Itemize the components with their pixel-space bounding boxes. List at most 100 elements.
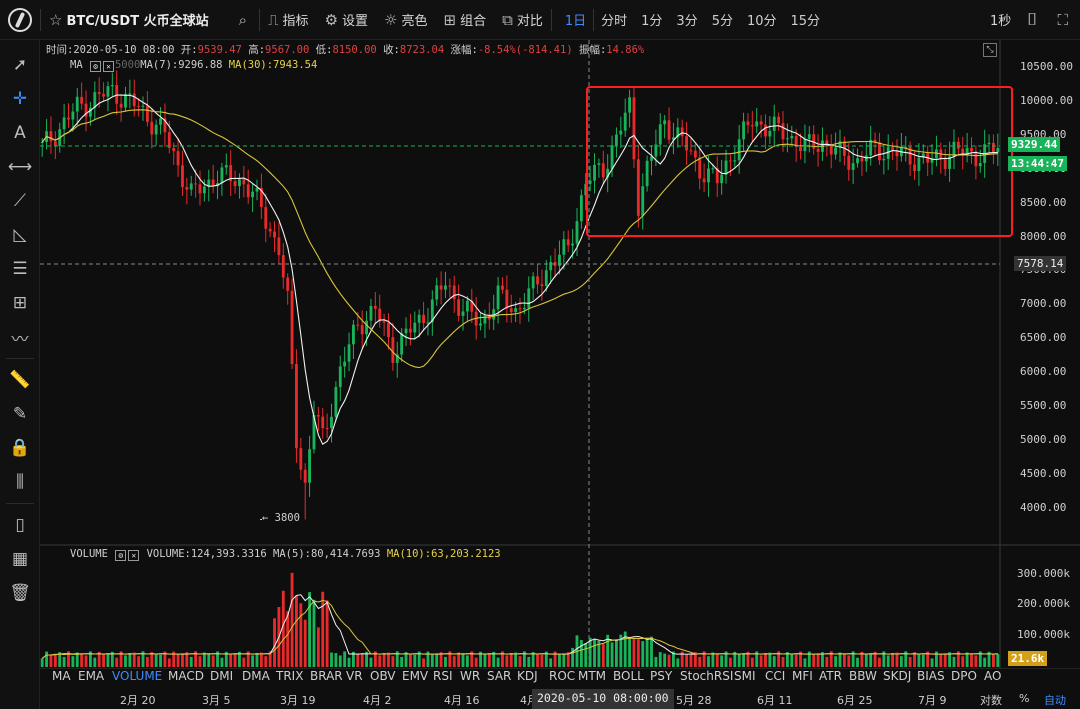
candle-body <box>382 321 386 323</box>
candle-body <box>584 183 588 196</box>
crosshair-tool[interactable]: ✛ <box>0 82 40 116</box>
close-label: 收: <box>383 44 400 56</box>
indicator-tab[interactable]: WR <box>460 669 481 683</box>
combo-button[interactable]: ⊞ 组合 <box>436 0 495 40</box>
candle-body <box>707 168 710 183</box>
indicator-tab[interactable]: VOLUME <box>112 669 163 683</box>
delete-tool[interactable]: 🗑 <box>0 576 40 610</box>
volume-bar <box>202 652 206 667</box>
screenshot-button[interactable]: ⌷ <box>1019 0 1049 40</box>
volume-settings-icon[interactable]: ⚙ <box>115 550 127 561</box>
percent-scale-button[interactable]: % <box>1019 692 1030 705</box>
theme-toggle-button[interactable]: ☼ 亮色 <box>376 0 435 40</box>
wave-tool[interactable]: 〰 <box>0 320 40 354</box>
symbol-search-button[interactable]: ⌕ <box>231 0 259 40</box>
candle-body <box>606 168 610 178</box>
rectangle-tool[interactable]: ⊞ <box>0 286 40 320</box>
camera-icon: ⌷ <box>1027 9 1038 30</box>
volume-close-icon[interactable]: ✕ <box>128 550 140 561</box>
date-axis[interactable]: 2月 20 3月 5 3月 19 4月 2 4月 16 4月 5月 28 6月 11 6月 25… <box>40 689 1080 709</box>
alert-tool[interactable]: ▦ <box>0 542 40 576</box>
candle-body <box>698 157 702 179</box>
chart-area[interactable]: 时间:2020-05-10 08:00 开:9539.47 高:9567.00 … <box>40 40 1080 709</box>
indicator-tab[interactable]: PSY <box>650 669 673 683</box>
volume-bar <box>492 651 496 667</box>
fullscreen-button[interactable]: ⛶ <box>1049 0 1080 40</box>
text-tool[interactable]: A <box>0 116 40 150</box>
indicator-tab[interactable]: ROC <box>549 669 576 683</box>
indicator-tab[interactable]: MFI <box>792 669 813 683</box>
interval-option[interactable]: 10分 <box>746 14 777 29</box>
volume-bar <box>983 657 987 667</box>
refresh-interval-button[interactable]: 1秒 <box>982 0 1019 40</box>
indicator-tab[interactable]: ATR <box>819 669 842 683</box>
indicator-tab[interactable]: VR <box>346 669 363 683</box>
volume-ma10-line <box>41 599 998 659</box>
indicator-tab[interactable]: MTM <box>578 669 607 683</box>
interval-option[interactable]: 3分 <box>676 14 698 29</box>
interval-option[interactable]: 分时 <box>601 14 628 29</box>
indicator-tab[interactable]: RSI <box>433 669 453 683</box>
indicator-tab[interactable]: MA <box>52 669 71 683</box>
indicator-tab[interactable]: DMA <box>242 669 270 683</box>
ma-close-icon[interactable]: ✕ <box>102 61 114 72</box>
indicator-tab[interactable]: EMV <box>402 669 429 683</box>
indicator-tab[interactable]: DMI <box>210 669 234 683</box>
candle-body <box>571 243 575 246</box>
interval-option[interactable]: 15分 <box>790 14 821 29</box>
indicators-button[interactable]: ⎍ 指标 <box>260 0 317 40</box>
candlestick-chart[interactable] <box>40 40 1080 669</box>
indicator-tab[interactable]: MACD <box>168 669 204 683</box>
indicator-tab[interactable]: CCI <box>765 669 786 683</box>
lock-tool[interactable]: 🔒 <box>0 431 40 465</box>
volume-bar <box>286 611 290 667</box>
log-scale-button[interactable]: 对数 <box>980 694 1002 707</box>
volume-bar <box>803 658 807 667</box>
app-logo-icon[interactable] <box>0 0 40 40</box>
volume-bar <box>821 652 824 667</box>
parallel-channel-tool[interactable]: ☰ <box>0 252 40 286</box>
indicator-tab[interactable]: SAR <box>487 669 512 683</box>
candle-body <box>334 386 338 417</box>
volume-bar <box>281 590 285 667</box>
candle-body <box>536 276 539 285</box>
indicator-tab[interactable]: AO <box>984 669 1002 683</box>
indicator-tab[interactable]: BBW <box>849 669 877 683</box>
horizontal-line-tool[interactable]: ⟷ <box>0 150 40 184</box>
volume-bar <box>689 653 693 667</box>
ruler-tool[interactable]: 📏 <box>0 363 40 397</box>
volume-bar <box>882 651 886 667</box>
auto-scale-button[interactable]: 自动 <box>1044 694 1066 707</box>
triangle-tool[interactable]: ◺ <box>0 218 40 252</box>
volume-bar <box>233 654 237 667</box>
ma-settings-icon[interactable]: ⚙ <box>89 61 101 72</box>
indicator-tab[interactable]: BOLL <box>613 669 644 683</box>
indicator-tab[interactable]: StochRSI <box>680 669 734 683</box>
indicator-tab[interactable]: SMI <box>734 669 756 683</box>
candle-body <box>220 167 224 184</box>
indicator-tab[interactable]: DPO <box>951 669 977 683</box>
indicator-tab[interactable]: BIAS <box>917 669 945 683</box>
bookmark-tool[interactable]: ▯ <box>0 508 40 542</box>
indicator-tab[interactable]: EMA <box>78 669 105 683</box>
indicator-tab[interactable]: BRAR <box>310 669 343 683</box>
compare-button[interactable]: ⧉ 对比 <box>494 0 551 40</box>
brush-tool[interactable]: ✎ <box>0 397 40 431</box>
indicator-tab[interactable]: KDJ <box>517 669 538 683</box>
pen-icon: ✎ <box>12 404 28 424</box>
indicator-tab[interactable]: SKDJ <box>883 669 912 683</box>
visibility-tool[interactable]: ⫼ <box>0 465 40 499</box>
interval-option[interactable]: 5分 <box>711 14 733 29</box>
ohlc-time: 时间:2020-05-10 08:00 <box>46 44 175 56</box>
indicator-tab[interactable]: TRIX <box>276 669 304 683</box>
candle-body <box>869 139 873 156</box>
trend-line-tool[interactable]: ⟋ <box>0 184 40 218</box>
candle-body <box>764 124 767 137</box>
indicator-tab[interactable]: OBV <box>370 669 396 683</box>
interval-option[interactable]: 1分 <box>641 14 663 29</box>
favorite-button[interactable]: ☆ BTC/USDT 火币全球站 <box>41 0 217 40</box>
settings-button[interactable]: ⚙ 设置 <box>317 0 376 40</box>
maximize-pane-button[interactable]: ⤡ <box>983 43 997 57</box>
interval-option[interactable]: 1日 <box>564 14 587 29</box>
cursor-tool[interactable]: ➚ <box>0 48 40 82</box>
